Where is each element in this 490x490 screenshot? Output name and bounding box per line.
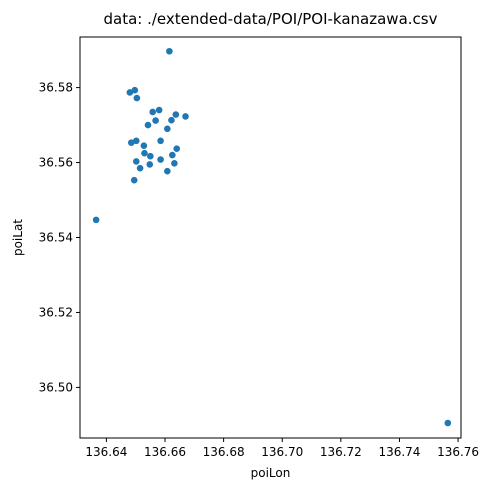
x-tick-label: 136.70 bbox=[261, 445, 303, 459]
data-point bbox=[132, 158, 140, 165]
x-tick-label: 136.64 bbox=[85, 445, 127, 459]
data-point bbox=[131, 86, 139, 94]
data-point bbox=[444, 419, 452, 427]
x-tick-label: 136.66 bbox=[144, 445, 186, 459]
y-axis-label: poiLat bbox=[11, 219, 25, 256]
y-tick-label: 36.52 bbox=[39, 305, 73, 319]
data-point bbox=[136, 164, 144, 172]
data-point bbox=[126, 89, 134, 96]
x-tick-label: 136.74 bbox=[378, 445, 420, 459]
data-point bbox=[133, 94, 141, 102]
x-tick-label: 136.68 bbox=[203, 445, 245, 459]
data-point bbox=[182, 113, 189, 120]
x-tick-label: 136.72 bbox=[320, 445, 362, 459]
data-point bbox=[127, 139, 135, 146]
data-point bbox=[149, 108, 156, 116]
data-point bbox=[157, 137, 164, 145]
data-point bbox=[132, 137, 140, 145]
x-axis-label: poiLon bbox=[251, 466, 291, 480]
data-point bbox=[173, 145, 181, 152]
data-point bbox=[130, 176, 138, 184]
data-point bbox=[140, 142, 148, 149]
data-point bbox=[92, 216, 100, 224]
x-tick-label: 136.76 bbox=[437, 445, 479, 459]
x-axis-ticks: 136.64 136.66 136.68 136.70 136.72 136.74 136.… bbox=[85, 438, 479, 459]
data-point bbox=[141, 149, 148, 157]
data-point bbox=[147, 152, 154, 160]
data-point bbox=[169, 151, 176, 159]
chart-title: data: ./extended-data/POI/POI-kanazawa.c… bbox=[104, 10, 438, 28]
data-point bbox=[166, 47, 173, 55]
data-point bbox=[172, 111, 180, 118]
data-point bbox=[157, 156, 164, 163]
y-tick-label: 36.50 bbox=[39, 380, 73, 394]
y-tick-label: 36.58 bbox=[39, 81, 73, 95]
data-point bbox=[152, 117, 159, 124]
y-axis-ticks: 36.50 36.52 36.54 36.56 36.58 bbox=[39, 81, 80, 394]
data-point bbox=[164, 167, 171, 175]
plot-frame bbox=[79, 36, 462, 439]
y-tick-label: 36.54 bbox=[39, 231, 73, 245]
data-point bbox=[171, 159, 178, 167]
y-tick-label: 36.56 bbox=[39, 156, 73, 170]
data-point bbox=[155, 106, 163, 114]
data-points bbox=[92, 47, 452, 427]
data-point bbox=[144, 121, 152, 129]
data-point bbox=[146, 161, 154, 168]
data-point bbox=[168, 116, 175, 124]
data-point bbox=[164, 125, 171, 133]
